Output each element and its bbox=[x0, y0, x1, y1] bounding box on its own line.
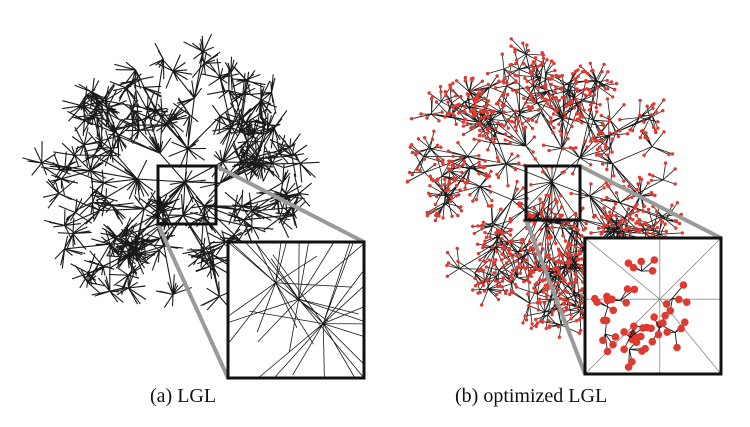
network-nodes bbox=[405, 37, 684, 339]
inset-frame bbox=[226, 240, 366, 380]
zoom-connector bbox=[524, 164, 722, 375]
caption-b: (b) optimized LGL bbox=[455, 385, 608, 407]
zoom-connector bbox=[156, 164, 365, 379]
zoom-box bbox=[156, 164, 218, 226]
magnified-inset bbox=[583, 236, 723, 376]
panel-b-optimized-lgl-layout bbox=[405, 37, 723, 376]
caption-a: (a) LGL bbox=[150, 385, 217, 407]
inset-frame bbox=[583, 236, 723, 376]
magnified-inset bbox=[226, 240, 366, 380]
zoom-box bbox=[524, 164, 582, 222]
panel-a-lgl-layout bbox=[22, 33, 366, 380]
